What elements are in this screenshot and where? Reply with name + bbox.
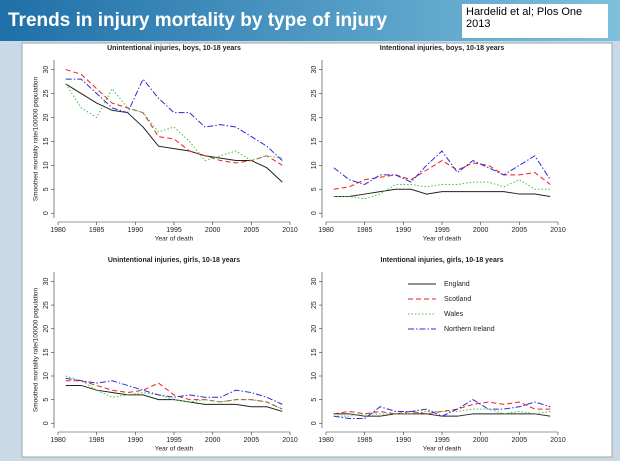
series-line bbox=[65, 78, 283, 161]
x-tick-label: 2000 bbox=[473, 437, 489, 444]
series-line bbox=[333, 188, 551, 197]
x-tick-label: 1995 bbox=[166, 227, 182, 234]
x-tick-label: 2005 bbox=[512, 437, 528, 444]
x-tick-label: 2000 bbox=[205, 227, 221, 234]
x-tick-label: 2005 bbox=[512, 227, 528, 234]
y-tick-label: 10 bbox=[43, 372, 50, 380]
series-line bbox=[65, 380, 283, 410]
x-tick-label: 1990 bbox=[128, 227, 144, 234]
y-tick-label: 5 bbox=[43, 398, 50, 402]
citation: Hardelid et al; Plos One 2013 bbox=[462, 4, 608, 38]
y-tick-label: 20 bbox=[43, 325, 50, 333]
y-tick-label: 10 bbox=[311, 161, 318, 169]
y-tick-label: 0 bbox=[43, 421, 50, 425]
x-tick-label: 1980 bbox=[50, 227, 66, 234]
x-tick-label: 1990 bbox=[128, 437, 144, 444]
panel-title: Intentional injuries, boys, 10-18 years bbox=[380, 45, 505, 52]
series-line bbox=[333, 179, 551, 200]
y-tick-label: 25 bbox=[43, 90, 50, 98]
panel-title: Unintentional injuries, girls, 10-18 yea… bbox=[108, 257, 240, 264]
slide-title: Trends in injury mortality by type of in… bbox=[8, 10, 387, 31]
y-tick-label: 25 bbox=[311, 90, 318, 98]
y-tick-label: 20 bbox=[43, 113, 50, 121]
y-tick-label: 10 bbox=[43, 161, 50, 169]
series-line bbox=[333, 399, 551, 420]
x-tick-label: 1980 bbox=[318, 227, 334, 234]
x-tick-label: 1990 bbox=[396, 227, 412, 234]
legend-label: Wales bbox=[444, 311, 464, 318]
x-axis-title: Year of death bbox=[155, 236, 194, 243]
x-tick-label: 2010 bbox=[282, 227, 298, 234]
x-tick-label: 2005 bbox=[244, 227, 260, 234]
y-tick-label: 25 bbox=[43, 301, 50, 309]
series-line bbox=[333, 150, 551, 186]
x-tick-label: 2005 bbox=[244, 437, 260, 444]
series-line bbox=[333, 408, 551, 417]
series-line bbox=[333, 401, 551, 415]
y-tick-label: 20 bbox=[311, 113, 318, 121]
x-tick-label: 2000 bbox=[473, 227, 489, 234]
series-line bbox=[65, 375, 283, 410]
y-tick-label: 5 bbox=[311, 187, 318, 191]
y-tick-label: 15 bbox=[311, 137, 318, 145]
x-tick-label: 2010 bbox=[282, 437, 298, 444]
y-axis-title: Smoothed mortality rate/100000 populatio… bbox=[33, 287, 40, 412]
series-line bbox=[333, 413, 551, 417]
y-axis-title: Smoothed mortality rate/100000 populatio… bbox=[33, 76, 40, 201]
series-line bbox=[65, 384, 283, 412]
x-tick-label: 1995 bbox=[434, 227, 450, 234]
series-line bbox=[65, 69, 283, 166]
y-tick-label: 25 bbox=[311, 301, 318, 309]
x-tick-label: 1985 bbox=[357, 227, 373, 234]
y-tick-label: 0 bbox=[311, 211, 318, 215]
x-axis-title: Year of death bbox=[423, 446, 462, 453]
panel-title: Unintentional injuries, boys, 10-18 year… bbox=[107, 45, 241, 52]
series-line bbox=[333, 159, 551, 190]
x-tick-label: 1990 bbox=[396, 437, 412, 444]
y-tick-label: 0 bbox=[311, 421, 318, 425]
panel-title: Intentional injuries, girls, 10-18 years bbox=[381, 257, 504, 264]
y-tick-label: 0 bbox=[43, 211, 50, 215]
y-tick-label: 10 bbox=[311, 372, 318, 380]
x-tick-label: 2000 bbox=[205, 437, 221, 444]
x-tick-label: 1980 bbox=[318, 437, 334, 444]
y-tick-label: 30 bbox=[43, 277, 50, 285]
y-tick-label: 5 bbox=[43, 187, 50, 191]
x-tick-label: 1985 bbox=[89, 227, 105, 234]
x-axis-title: Year of death bbox=[155, 446, 194, 453]
y-tick-label: 30 bbox=[311, 277, 318, 285]
x-tick-label: 1985 bbox=[357, 437, 373, 444]
legend-label: England bbox=[444, 281, 470, 288]
legend-label: Northern Ireland bbox=[444, 326, 495, 333]
y-tick-label: 30 bbox=[311, 66, 318, 74]
x-tick-label: 2010 bbox=[550, 227, 566, 234]
x-tick-label: 1985 bbox=[89, 437, 105, 444]
y-tick-label: 15 bbox=[311, 348, 318, 356]
y-tick-label: 15 bbox=[43, 348, 50, 356]
x-tick-label: 1995 bbox=[166, 437, 182, 444]
series-line bbox=[65, 377, 283, 405]
x-axis-title: Year of death bbox=[423, 236, 462, 243]
x-tick-label: 1995 bbox=[434, 437, 450, 444]
y-tick-label: 30 bbox=[43, 66, 50, 74]
y-tick-label: 15 bbox=[43, 137, 50, 145]
x-tick-label: 2010 bbox=[550, 437, 566, 444]
legend-label: Scotland bbox=[444, 296, 471, 303]
y-tick-label: 5 bbox=[311, 398, 318, 402]
series-line bbox=[65, 83, 283, 183]
x-tick-label: 1980 bbox=[50, 437, 66, 444]
figure-panel bbox=[21, 42, 613, 458]
y-tick-label: 20 bbox=[311, 325, 318, 333]
